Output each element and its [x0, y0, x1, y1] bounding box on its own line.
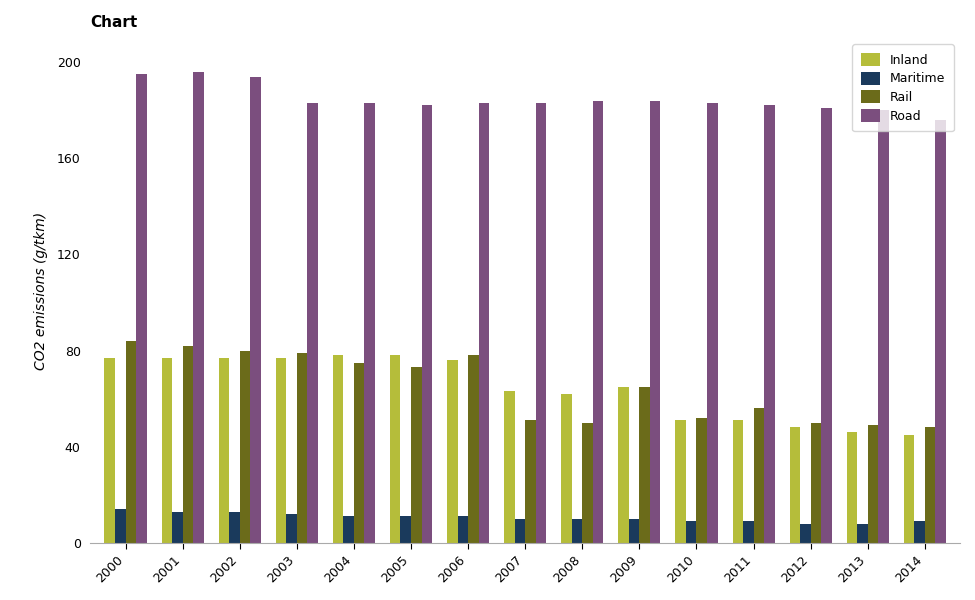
Bar — [296, 353, 307, 543]
Bar — [878, 110, 889, 543]
Bar — [707, 103, 718, 543]
Bar — [468, 355, 479, 543]
Bar — [307, 103, 318, 543]
Bar — [582, 422, 593, 543]
Bar — [365, 103, 375, 543]
Bar — [229, 512, 240, 543]
Bar — [526, 420, 535, 543]
Bar — [251, 77, 261, 543]
Bar — [640, 386, 650, 543]
Bar — [515, 519, 526, 543]
Bar — [732, 420, 743, 543]
Bar — [686, 521, 696, 543]
Bar — [104, 358, 115, 543]
Bar — [935, 120, 946, 543]
Bar — [401, 517, 411, 543]
Bar — [790, 427, 800, 543]
Bar — [629, 519, 640, 543]
Bar — [618, 386, 629, 543]
Bar — [448, 360, 457, 543]
Bar — [457, 517, 468, 543]
Bar — [287, 514, 296, 543]
Bar — [162, 358, 173, 543]
Bar — [800, 524, 810, 543]
Bar — [173, 512, 182, 543]
Bar — [821, 108, 832, 543]
Bar — [810, 422, 821, 543]
Y-axis label: CO2 emissions (g/tkm): CO2 emissions (g/tkm) — [34, 211, 49, 370]
Bar — [754, 408, 764, 543]
Bar — [764, 106, 775, 543]
Bar — [343, 517, 354, 543]
Bar — [421, 106, 432, 543]
Bar — [411, 367, 421, 543]
Bar — [650, 101, 660, 543]
Bar — [535, 103, 546, 543]
Bar — [868, 425, 878, 543]
Bar — [504, 391, 515, 543]
Bar — [857, 524, 868, 543]
Bar — [276, 358, 287, 543]
Bar — [126, 341, 137, 543]
Bar — [218, 358, 229, 543]
Bar — [562, 394, 571, 543]
Bar — [182, 346, 193, 543]
Bar — [354, 362, 365, 543]
Bar — [193, 72, 204, 543]
Bar — [390, 355, 401, 543]
Bar — [676, 420, 686, 543]
Bar — [571, 519, 582, 543]
Bar — [904, 434, 915, 543]
Text: Chart: Chart — [91, 15, 137, 30]
Bar — [115, 509, 126, 543]
Bar — [136, 74, 146, 543]
Bar — [479, 103, 489, 543]
Bar — [915, 521, 925, 543]
Bar — [925, 427, 935, 543]
Bar — [696, 418, 707, 543]
Bar — [240, 350, 251, 543]
Bar — [593, 101, 604, 543]
Legend: Inland, Maritime, Rail, Road: Inland, Maritime, Rail, Road — [852, 44, 954, 131]
Bar — [743, 521, 754, 543]
Bar — [846, 432, 857, 543]
Bar — [332, 355, 343, 543]
